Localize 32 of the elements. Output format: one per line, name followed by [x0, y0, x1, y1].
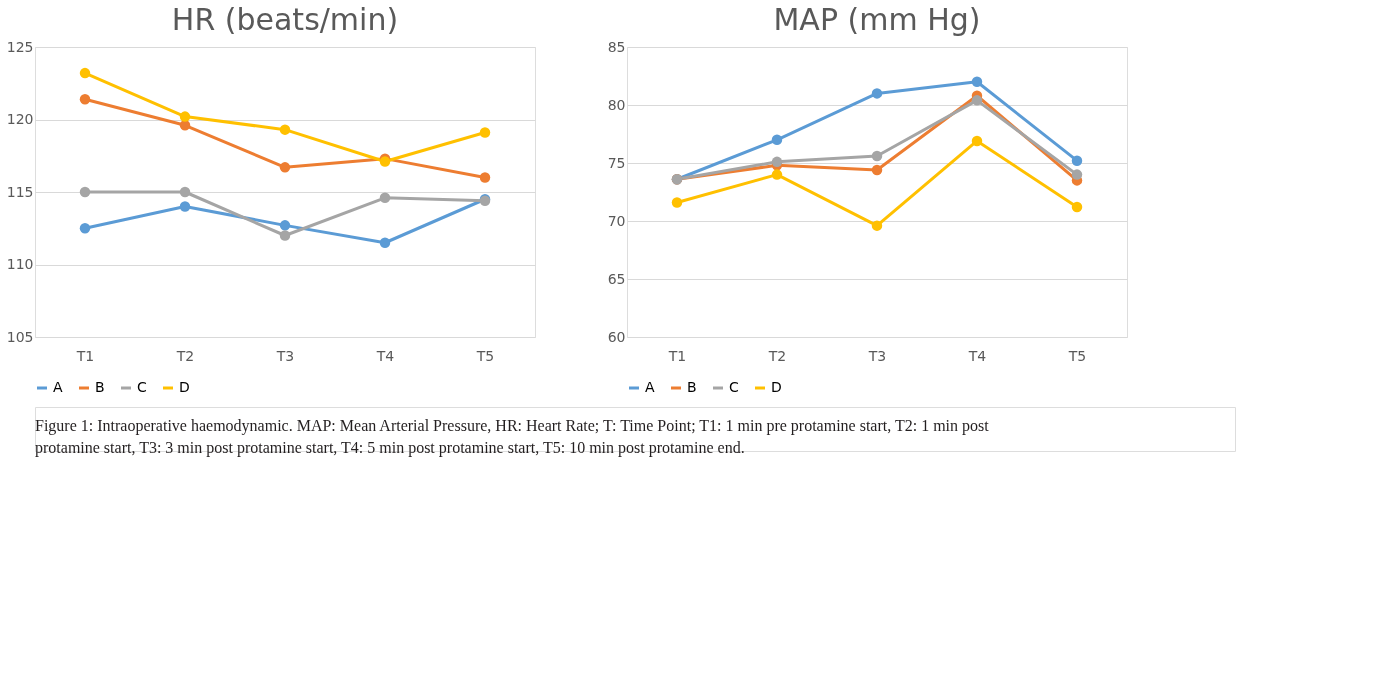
- x-tick-label: T1: [75, 347, 95, 364]
- caption: Figure 1: Intraoperative haemodynamic. MAP: Mean Arterial Pressure, HR: Heart Rate; T: Time Point; T1: 1 min pre protamine start, T2: 1 min post protamine start, T3: 3 min post protamine start, T4: 5 min post protamine start, T5: 10 min post protamine end.: [35, 417, 990, 457]
- legend-label: C: [729, 379, 739, 395]
- y-tick-label: 105: [6, 328, 34, 345]
- x-tick-label: T1: [667, 347, 687, 364]
- legend-label: A: [645, 379, 655, 395]
- y-tick-label: 65: [607, 270, 626, 287]
- y-tick-label: 60: [607, 328, 626, 345]
- y-tick-label: 85: [607, 38, 626, 55]
- x-tick-label: T2: [175, 347, 195, 364]
- x-tick-label: T5: [475, 347, 495, 364]
- legend-label: B: [687, 379, 697, 395]
- x-tick-label: T2: [767, 347, 787, 364]
- x-tick-label: T3: [275, 347, 295, 364]
- x-tick-label: T5: [1067, 347, 1087, 364]
- legend-label: A: [53, 379, 63, 395]
- y-tick-label: 80: [607, 96, 626, 113]
- legend-label: D: [771, 379, 782, 395]
- y-tick-label: 110: [6, 256, 34, 272]
- x-tick-label: T4: [967, 347, 987, 364]
- legend-label: B: [95, 379, 105, 395]
- y-tick-label: 70: [607, 212, 626, 229]
- legend-label: D: [179, 379, 190, 395]
- y-tick-label: 125: [6, 38, 34, 55]
- y-tick-label: 75: [607, 154, 626, 171]
- chart-title: HR (beats/min): [171, 2, 399, 37]
- legend-label: C: [137, 379, 147, 395]
- y-tick-label: 120: [6, 111, 34, 127]
- chart-title: MAP (mm Hg): [773, 2, 981, 37]
- x-tick-label: T4: [375, 347, 395, 364]
- y-tick-label: 115: [6, 183, 34, 200]
- x-tick-label: T3: [867, 347, 887, 364]
